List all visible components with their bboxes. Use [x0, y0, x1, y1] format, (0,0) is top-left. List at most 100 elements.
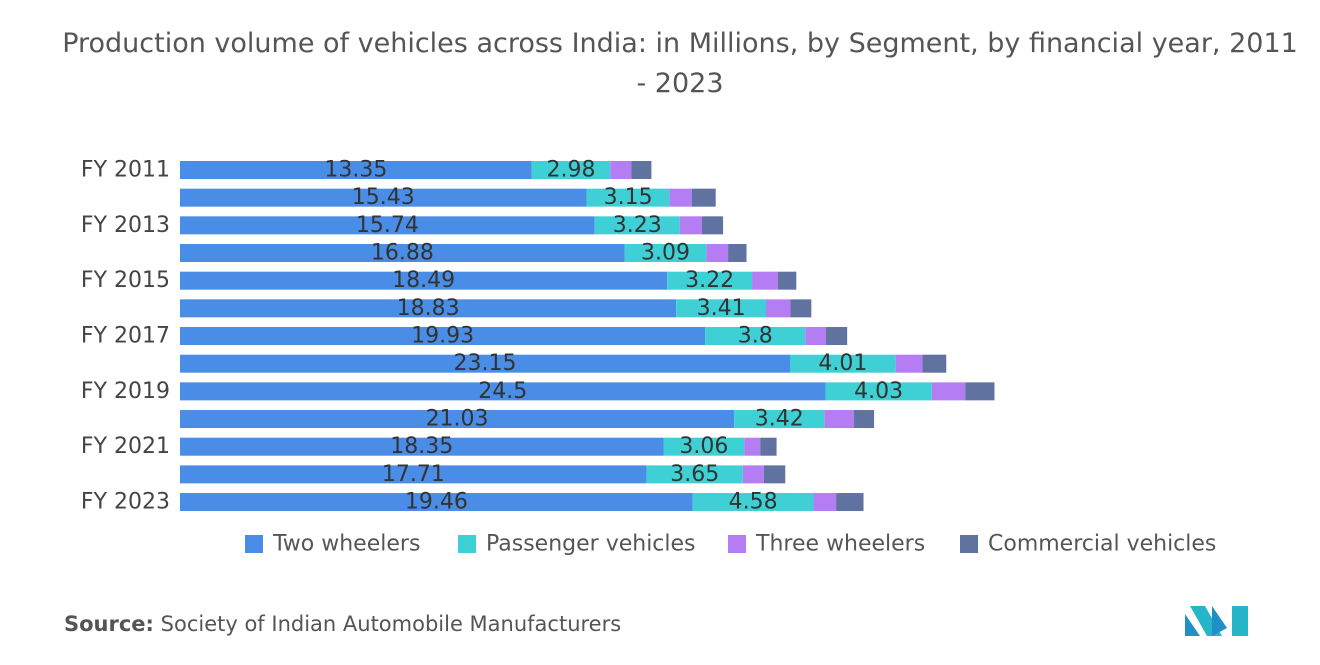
value-label: 3.8 — [738, 324, 773, 349]
bar-segment — [667, 271, 753, 290]
value-label: 4.03 — [854, 379, 903, 404]
legend-label: Passenger vehicles — [486, 532, 696, 557]
bar-segment — [701, 216, 724, 235]
bar-segment — [790, 299, 812, 318]
bar-segment — [691, 188, 716, 207]
bar-segment — [728, 244, 747, 263]
bar-segment — [706, 244, 729, 263]
value-label: 18.35 — [390, 434, 453, 459]
bar-segment — [805, 327, 826, 346]
bar-segment — [180, 244, 625, 263]
bar-segment — [180, 188, 587, 207]
bar-segment — [825, 382, 932, 401]
logo — [1185, 606, 1248, 636]
value-label: 17.71 — [382, 462, 445, 487]
value-label: 24.5 — [478, 379, 527, 404]
value-label: 3.23 — [613, 213, 662, 238]
bar-segment — [180, 465, 647, 484]
bar-segment — [790, 354, 896, 373]
bar-segment — [180, 327, 706, 346]
y-tick-label: FY 2015 — [81, 268, 170, 293]
bar-segment — [180, 271, 668, 290]
source: Source: Society of Indian Automobile Man… — [64, 612, 621, 636]
bar-segment — [180, 437, 664, 456]
bar-segment — [692, 493, 814, 512]
value-label: 13.35 — [324, 158, 387, 183]
value-label: 23.15 — [454, 351, 517, 376]
source-text: Society of Indian Automobile Manufacture… — [160, 612, 622, 636]
bar-segment — [610, 161, 632, 179]
y-tick-label: FY 2019 — [81, 379, 170, 404]
legend-label: Commercial vehicles — [988, 532, 1216, 557]
bar-segment — [624, 244, 707, 263]
bar-segment — [705, 327, 806, 346]
bar-segment — [760, 437, 777, 456]
y-tick-label: FY 2011 — [81, 158, 170, 183]
bar-segment — [922, 354, 947, 373]
bar-segment — [763, 465, 786, 484]
bar-segment — [531, 161, 611, 179]
bar-segment — [180, 299, 677, 318]
bar-segment — [594, 216, 680, 235]
value-label: 15.43 — [352, 185, 415, 210]
value-label: 15.74 — [356, 213, 419, 238]
y-tick-label: FY 2023 — [81, 490, 170, 515]
bar-segment — [824, 410, 855, 429]
bar-segment — [744, 437, 761, 456]
bar-segment — [931, 382, 966, 401]
bar-segment — [813, 493, 837, 512]
bar-segment — [669, 188, 692, 207]
bar-segment — [965, 382, 995, 401]
value-label: 3.65 — [670, 462, 719, 487]
value-label: 3.22 — [685, 268, 734, 293]
value-label: 19.46 — [405, 490, 468, 515]
bar-segment — [180, 216, 595, 235]
bar-segment — [646, 465, 743, 484]
value-label: 3.41 — [697, 296, 746, 321]
bar-segment — [742, 465, 764, 484]
value-label: 18.49 — [392, 268, 455, 293]
bar-segment — [895, 354, 923, 373]
bar-segment — [180, 161, 532, 179]
legend-swatch — [245, 535, 263, 553]
legend-label: Two wheelers — [272, 532, 420, 557]
legend-swatch — [728, 535, 746, 553]
chart-title: Production volume of vehicles across Ind… — [62, 28, 1298, 99]
legend-label: Three wheelers — [755, 532, 925, 557]
y-tick-label: FY 2021 — [81, 434, 170, 459]
value-label: 3.15 — [604, 185, 653, 210]
bar-segment — [180, 354, 791, 373]
bar-segment — [836, 493, 864, 512]
bar-segment — [854, 410, 875, 429]
bar-segment — [777, 271, 797, 290]
bar-segment — [586, 188, 670, 207]
bar-segment — [752, 271, 778, 290]
bar-segment — [180, 382, 826, 401]
bar-segment — [663, 437, 745, 456]
value-label: 4.58 — [729, 490, 778, 515]
value-label: 16.88 — [371, 241, 434, 266]
bar-segment — [825, 327, 848, 346]
bar-segment — [679, 216, 702, 235]
bar-segment — [631, 161, 652, 179]
value-label: 4.01 — [818, 351, 867, 376]
bar-segment — [734, 410, 825, 429]
value-label: 3.06 — [679, 434, 728, 459]
value-label: 21.03 — [426, 407, 489, 432]
y-tick-label: FY 2013 — [81, 213, 170, 238]
value-label: 2.98 — [547, 158, 596, 183]
y-tick-label: FY 2017 — [81, 324, 170, 349]
source-label: Source: — [64, 612, 154, 636]
bar-segment — [676, 299, 767, 318]
value-label: 3.09 — [641, 241, 690, 266]
bar-segment — [180, 493, 693, 512]
value-label: 3.42 — [755, 407, 804, 432]
legend-swatch — [960, 535, 978, 553]
value-label: 18.83 — [397, 296, 460, 321]
value-label: 19.93 — [411, 324, 474, 349]
legend-swatch — [458, 535, 476, 553]
bar-segment — [766, 299, 791, 318]
bar-segment — [180, 410, 735, 429]
